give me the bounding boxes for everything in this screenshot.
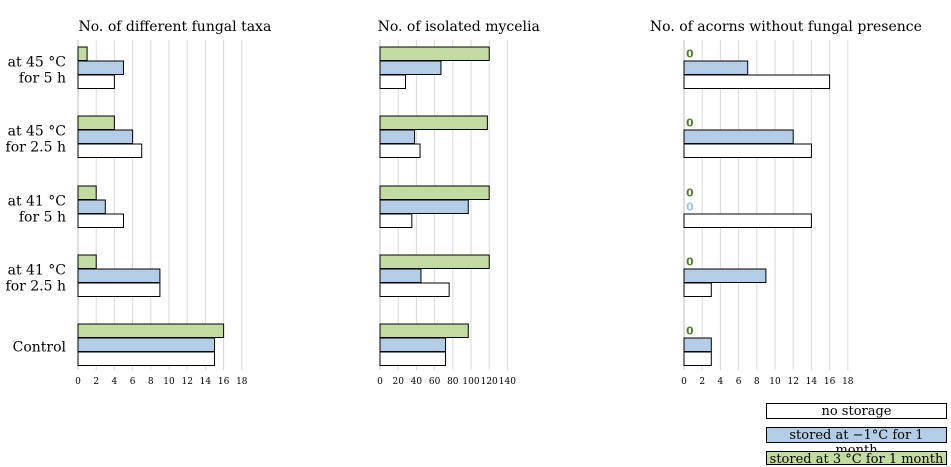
tick-label: 140: [499, 377, 516, 387]
tick-label: 8: [148, 377, 154, 387]
tick-label: 10: [769, 377, 781, 387]
tick-label: 60: [429, 377, 441, 387]
bar: [683, 143, 812, 158]
bar: [379, 213, 413, 228]
tick-label: 4: [718, 377, 724, 387]
tick-label: 2: [699, 377, 705, 387]
category-label: at 45 °C: [8, 123, 66, 139]
bar: [683, 129, 794, 144]
bar: [379, 351, 447, 366]
zero-label: 0: [686, 187, 694, 200]
bar: [683, 213, 812, 228]
bar: [77, 46, 88, 61]
tick-label: 18: [842, 377, 854, 387]
bar: [77, 254, 97, 269]
tick-label: 80: [447, 377, 459, 387]
bar: [77, 268, 161, 283]
bar: [683, 351, 712, 366]
bar: [77, 351, 215, 366]
bar: [379, 129, 416, 144]
bar: [379, 268, 422, 283]
bar: [379, 323, 469, 338]
tick-label: 18: [236, 377, 248, 387]
bar: [379, 74, 406, 89]
tick-label: 4: [112, 377, 118, 387]
tick-label: 6: [736, 377, 742, 387]
bar: [77, 323, 225, 338]
zero-label: 0: [686, 117, 694, 130]
tick-label: 8: [754, 377, 760, 387]
bar: [379, 60, 442, 75]
category-label: at 41 °C: [8, 262, 66, 278]
bar: [379, 46, 490, 61]
tick-label: 2: [93, 377, 99, 387]
bar: [77, 199, 106, 214]
tick-label: 12: [787, 377, 798, 387]
bar: [379, 115, 488, 130]
tick-label: 12: [181, 377, 192, 387]
category-label: for 5 h: [19, 209, 66, 225]
legend-no-storage: no storage: [766, 403, 947, 419]
bar: [77, 337, 215, 352]
category-label: for 5 h: [19, 70, 66, 86]
panel-title: No. of different fungal taxa: [78, 19, 271, 35]
tick-label: 0: [377, 377, 383, 387]
bar: [683, 337, 712, 352]
tick-label: 100: [462, 377, 479, 387]
bar: [379, 337, 447, 352]
tick-label: 40: [411, 377, 423, 387]
bar: [683, 268, 767, 283]
tick-label: 16: [218, 377, 230, 387]
bar: [683, 60, 749, 75]
bar: [77, 185, 97, 200]
tick-label: 14: [200, 377, 212, 387]
zero-label: 0: [686, 325, 694, 338]
tick-label: 20: [392, 377, 404, 387]
bar: [77, 282, 161, 297]
bar: [77, 129, 134, 144]
bar: [77, 60, 124, 75]
bar: [379, 254, 490, 269]
tick-label: 120: [481, 377, 498, 387]
bar: [379, 185, 490, 200]
bar: [77, 213, 124, 228]
bar: [77, 143, 143, 158]
category-label: for 2.5 h: [6, 139, 66, 155]
legend-stored-minus1: stored at −1°C for 1 month: [766, 427, 947, 458]
bar: [379, 143, 421, 158]
tick-label: 14: [806, 377, 818, 387]
category-label: at 41 °C: [8, 193, 66, 209]
bar: [77, 74, 115, 89]
bar: [379, 282, 450, 297]
tick-label: 10: [163, 377, 175, 387]
bar: [683, 74, 831, 89]
bar: [77, 115, 115, 130]
panel-title: No. of acorns without fungal presence: [650, 19, 922, 35]
zero-label: 0: [686, 256, 694, 269]
tick-label: 6: [130, 377, 136, 387]
category-label: for 2.5 h: [6, 278, 66, 294]
legend-stored-3: stored at 3 °C for 1 month: [766, 451, 947, 467]
zero-label: 0: [686, 48, 694, 61]
bar: [379, 199, 469, 214]
tick-label: 0: [681, 377, 687, 387]
bar: [683, 282, 712, 297]
tick-label: 0: [75, 377, 81, 387]
category-label: Control: [13, 339, 67, 355]
panel-title: No. of isolated mycelia: [378, 19, 540, 35]
category-label: at 45 °C: [8, 54, 66, 70]
tick-label: 16: [824, 377, 836, 387]
zero-label: 0: [686, 201, 694, 214]
